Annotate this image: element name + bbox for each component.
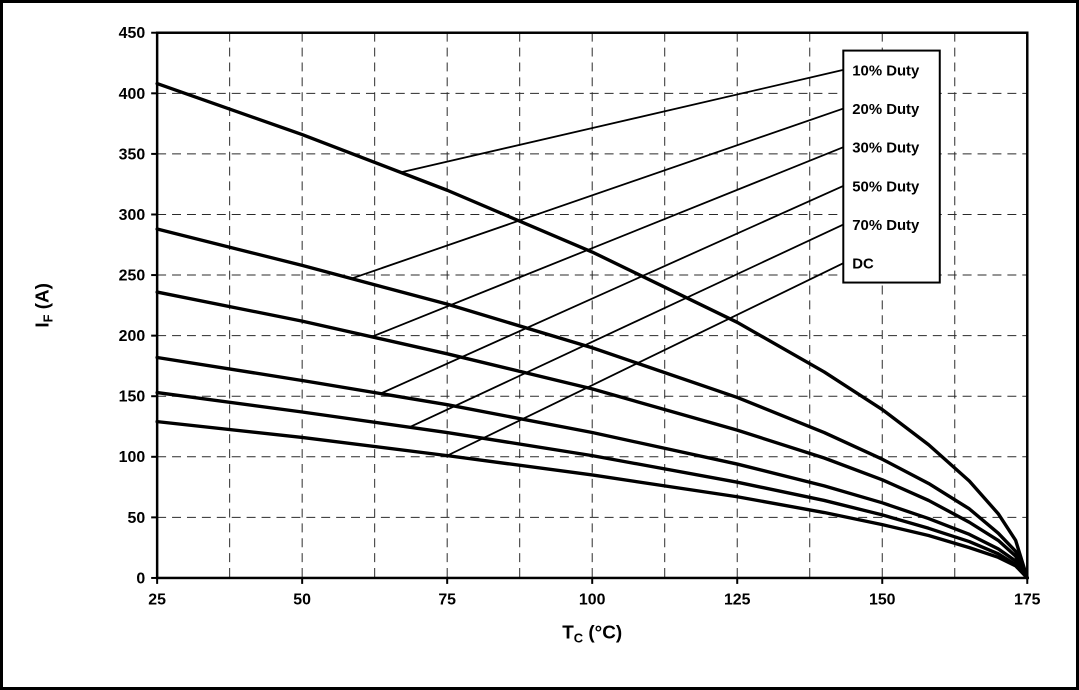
series-line-5 bbox=[155, 390, 1029, 580]
legend-callout-line bbox=[351, 107, 844, 280]
legend-label: 10% Duty bbox=[852, 63, 920, 79]
y-tick-label: 100 bbox=[119, 449, 146, 466]
legend-callout-line bbox=[371, 146, 844, 338]
forward-current-derating-chart: 25 50 75 100 125 150 175 0 50 100 150 200 250 300 350 4… bbox=[32, 25, 1041, 645]
x-tick-label: 175 bbox=[1014, 592, 1041, 609]
legend-label: DC bbox=[852, 257, 874, 273]
legend-box bbox=[842, 49, 941, 284]
y-tick-label: 0 bbox=[136, 570, 145, 587]
y-tick-label: 250 bbox=[119, 268, 146, 285]
series-line-4 bbox=[155, 355, 1029, 580]
y-tick-label: 200 bbox=[119, 328, 146, 345]
legend-label: 50% Duty bbox=[852, 179, 920, 195]
series-line-6 bbox=[155, 419, 1029, 580]
legend-label: 70% Duty bbox=[852, 218, 920, 234]
x-tick-label: 25 bbox=[148, 592, 166, 609]
x-tick-label: 150 bbox=[869, 592, 896, 609]
series-line-3 bbox=[155, 290, 1029, 580]
y-axis-title: IF (A) bbox=[32, 283, 56, 327]
x-axis-title: TC (°C) bbox=[562, 621, 622, 645]
legend-callout-line bbox=[400, 69, 844, 174]
series-line-2 bbox=[155, 227, 1029, 580]
legend-callout-line bbox=[380, 185, 844, 395]
y-tick-label: 350 bbox=[119, 146, 146, 163]
legend-label: 20% Duty bbox=[852, 102, 920, 118]
y-tick-label: 300 bbox=[119, 207, 146, 224]
y-tick-label: 150 bbox=[119, 389, 146, 406]
x-tick-label: 100 bbox=[579, 592, 606, 609]
y-tick-label: 450 bbox=[119, 25, 146, 42]
legend-callout-line bbox=[446, 262, 844, 457]
y-tick-label: 50 bbox=[128, 510, 146, 527]
x-tick-label: 125 bbox=[724, 592, 751, 609]
x-tick-label: 50 bbox=[293, 592, 311, 609]
series-line-1 bbox=[155, 81, 1029, 580]
x-tick-label: 75 bbox=[438, 592, 456, 609]
y-tick-label: 400 bbox=[119, 86, 146, 103]
legend-callout-line bbox=[409, 223, 844, 428]
legend-label: 30% Duty bbox=[852, 141, 920, 157]
